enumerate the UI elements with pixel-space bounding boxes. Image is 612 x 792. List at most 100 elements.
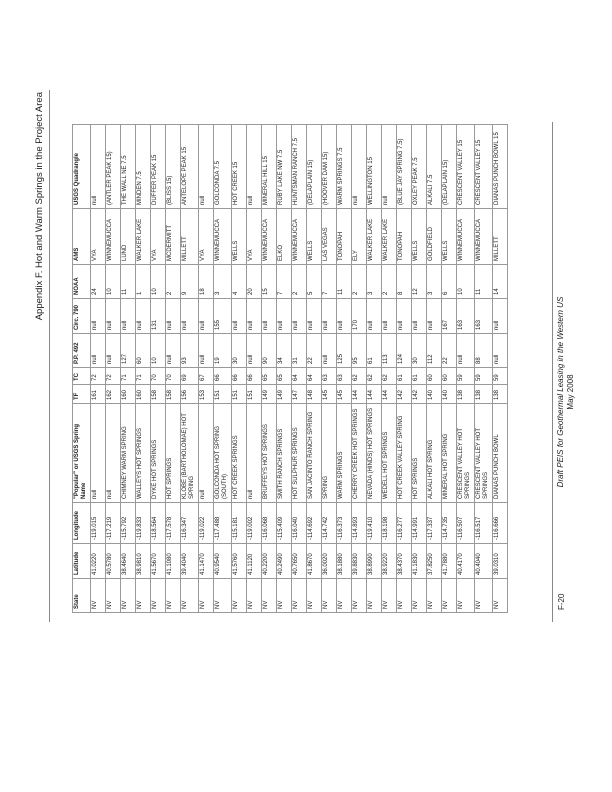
- cell-circ-790: null: [306, 298, 322, 334]
- cell-spring-name: null: [90, 403, 106, 503]
- cell-ams: WINNEMUCCA: [213, 208, 232, 265]
- column-header-pp-492: P.P. 492: [72, 333, 91, 368]
- cell-usgs-quadrangle: null: [246, 124, 262, 209]
- cell-state: NV: [90, 578, 106, 613]
- cell-usgs-quadrangle: CRESCENT VALLEY 15: [456, 124, 475, 209]
- cell-tc: 59: [492, 367, 508, 385]
- cell-noaa: 18: [198, 264, 214, 299]
- table-row: NV 38.9220 -118.198 WEDELL HOT SPRINGS 144 62…: [381, 124, 397, 613]
- cell-tf: 144: [351, 384, 367, 404]
- cell-noaa: 2: [291, 264, 307, 299]
- cell-spring-name: null: [105, 403, 121, 503]
- cell-noaa: 15: [261, 264, 277, 299]
- cell-ams: VYA: [198, 208, 214, 265]
- cell-pp-492: 127: [120, 333, 136, 368]
- cell-noaa: 9: [180, 264, 199, 299]
- cell-circ-790: null: [180, 298, 199, 334]
- cell-longitude: -116.373: [336, 502, 352, 544]
- cell-noaa: 7: [276, 264, 292, 299]
- cell-latitude: 41.5670: [150, 543, 166, 579]
- cell-tc: 62: [381, 367, 397, 385]
- cell-tf: 151: [231, 384, 247, 404]
- cell-usgs-quadrangle: (DELAPLAIN 15): [306, 124, 322, 209]
- cell-tf: 151: [246, 384, 262, 404]
- cell-spring-name: SPRING: [321, 403, 337, 503]
- cell-latitude: 38.4370: [396, 543, 412, 579]
- cell-tc: 66: [246, 367, 262, 385]
- cell-tf: 162: [105, 384, 121, 404]
- cell-spring-name: SMITH RANCH SPRINGS: [276, 403, 292, 503]
- cell-latitude: 40.9540: [213, 543, 232, 579]
- cell-noaa: 3: [426, 264, 442, 299]
- cell-spring-name: MINERAL HOT SPRING: [441, 403, 457, 503]
- cell-tc: 69: [180, 367, 199, 385]
- cell-ams: WELLS: [441, 208, 457, 265]
- cell-pp-492: 113: [381, 333, 397, 368]
- cell-latitude: 40.7650: [291, 543, 307, 579]
- cell-longitude: -119.002: [246, 502, 262, 544]
- cell-noaa: 3: [366, 264, 382, 299]
- cell-tc: 72: [90, 367, 106, 385]
- cell-pp-492: null: [321, 333, 337, 368]
- cell-latitude: 41.1080: [165, 543, 181, 579]
- cell-ams: MCDERMITT: [165, 208, 181, 265]
- cell-pp-492: 22: [306, 333, 322, 368]
- cell-tf: 138: [474, 384, 493, 404]
- cell-noaa: 8: [396, 264, 412, 299]
- cell-spring-name: HOT CREEK VALLEY SPRING: [396, 403, 412, 503]
- cell-spring-name: NEVADA (HINDS) HOT SPRINGS: [366, 403, 382, 503]
- cell-spring-name: WARM SPRINGS: [336, 403, 352, 503]
- cell-noaa: 6: [441, 264, 457, 299]
- cell-usgs-quadrangle: (BLUE JAY SPRING 7.5): [396, 124, 412, 209]
- cell-pp-492: 34: [276, 333, 292, 368]
- cell-ams: WALKER LAKE: [381, 208, 397, 265]
- cell-usgs-quadrangle: DUFFER PEAK 15: [150, 124, 166, 209]
- cell-latitude: 38.9220: [381, 543, 397, 579]
- cell-pp-492: 30: [231, 333, 247, 368]
- cell-pp-492: null: [105, 333, 121, 368]
- cell-spring-name: CHERRY CREEK HOT SPRINGS: [351, 403, 367, 503]
- cell-state: NV: [231, 578, 247, 613]
- cell-state: NV: [165, 578, 181, 613]
- cell-longitude: -119.833: [135, 502, 151, 544]
- cell-pp-492: 95: [351, 333, 367, 368]
- table-row: NV 40.5780 -117.219 null 162 72 null null 10 WINN…: [105, 124, 121, 613]
- column-header-circ-790: Circ. 790: [72, 298, 91, 334]
- cell-tc: 59: [456, 367, 475, 385]
- table-row: NV 41.1120 -119.002 null 151 66 null null 20 VYA n…: [246, 124, 262, 613]
- cell-tc: 64: [291, 367, 307, 385]
- cell-circ-790: 131: [150, 298, 166, 334]
- cell-tc: 64: [306, 367, 322, 385]
- cell-pp-492: 93: [180, 333, 199, 368]
- cell-circ-790: null: [261, 298, 277, 334]
- table-row: NV 38.4370 -116.277 HOT CREEK VALLEY SPRING…: [396, 124, 412, 613]
- cell-state: NV: [426, 578, 442, 613]
- cell-ams: WINNEMUCCA: [474, 208, 493, 265]
- cell-circ-790: null: [321, 298, 337, 334]
- cell-ams: WINNEMUCCA: [105, 208, 121, 265]
- cell-longitude: -118.198: [381, 502, 397, 544]
- cell-usgs-quadrangle: GOLCONDA 7.5: [213, 124, 232, 209]
- cell-circ-790: null: [381, 298, 397, 334]
- cell-spring-name: null: [198, 403, 214, 503]
- cell-ams: WINNEMUCCA: [291, 208, 307, 265]
- cell-state: NV: [456, 578, 475, 613]
- cell-usgs-quadrangle: ALKALI 7.5: [426, 124, 442, 209]
- cell-circ-790: null: [276, 298, 292, 334]
- cell-state: NV: [135, 578, 151, 613]
- footer-divider: [552, 122, 553, 622]
- cell-latitude: 41.1120: [246, 543, 262, 579]
- cell-circ-790: 155: [213, 298, 232, 334]
- cell-noaa: 1: [135, 264, 151, 299]
- cell-usgs-quadrangle: MINERAL HILL 15: [261, 124, 277, 209]
- cell-tc: 66: [213, 367, 232, 385]
- cell-latitude: 39.8830: [351, 543, 367, 579]
- cell-tc: 65: [276, 367, 292, 385]
- cell-spring-name: DYKE HOT SPRINGS: [150, 403, 166, 503]
- cell-longitude: -119.015: [90, 502, 106, 544]
- cell-circ-790: 170: [351, 298, 367, 334]
- cell-ams: WALKER LAKE: [366, 208, 382, 265]
- cell-latitude: 38.4640: [120, 543, 136, 579]
- cell-state: NV: [306, 578, 322, 613]
- cell-tf: 145: [321, 384, 337, 404]
